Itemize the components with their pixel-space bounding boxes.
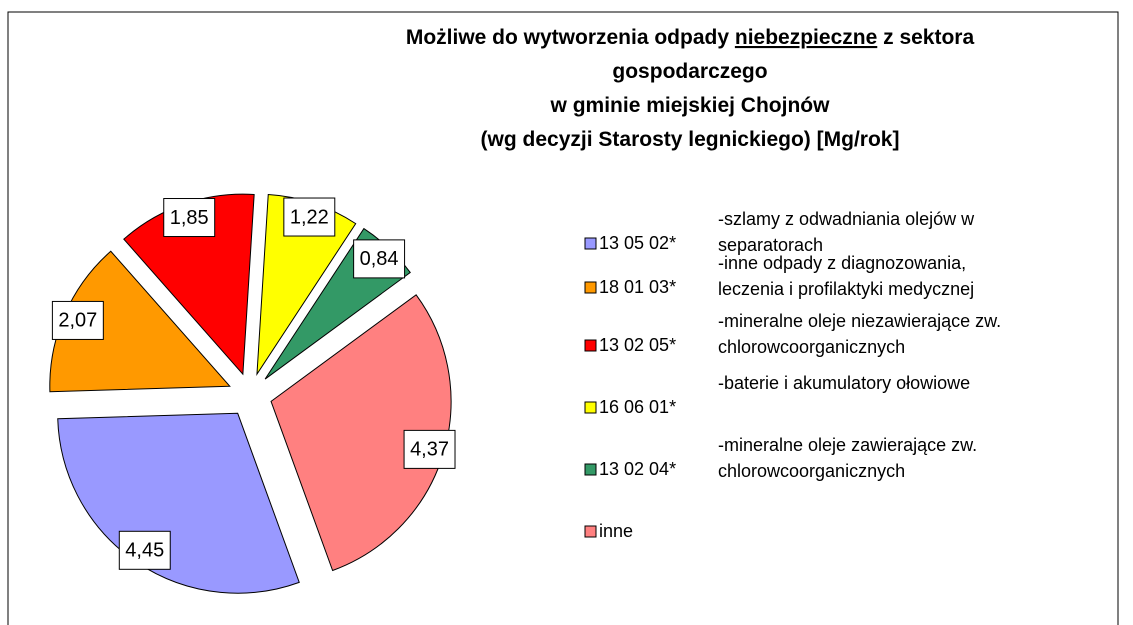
legend-description: chlorowcoorganicznych xyxy=(718,337,905,357)
legend-swatch xyxy=(584,281,597,294)
legend-description: chlorowcoorganicznych xyxy=(718,461,905,481)
legend-label: 13 05 02* xyxy=(599,233,676,253)
legend-swatch xyxy=(584,339,597,352)
chart-title: Możliwe do wytworzenia odpady niebezpiec… xyxy=(406,26,975,49)
legend-description: -szlamy z odwadniania olejów w xyxy=(718,209,975,229)
legend-description: -inne odpady z diagnozowania, xyxy=(718,253,966,273)
legend-swatch xyxy=(584,237,597,250)
title-part: Możliwe do wytworzenia odpady xyxy=(406,26,730,49)
legend-description: -mineralne oleje zawierające zw. xyxy=(718,435,977,455)
title-part: niebezpieczne xyxy=(735,26,877,49)
legend-label: 13 02 04* xyxy=(599,459,676,479)
data-label: 4,45 xyxy=(125,540,164,562)
legend-swatch xyxy=(584,401,597,414)
chart-title: (wg decyzji Starosty legnickiego) [Mg/ro… xyxy=(481,128,900,151)
data-label: 1,85 xyxy=(170,207,209,229)
legend-label: inne xyxy=(599,521,633,541)
legend-description: -baterie i akumulatory ołowiowe xyxy=(718,373,970,393)
data-label-box xyxy=(283,197,336,237)
data-label: 2,07 xyxy=(58,310,97,332)
pie-slice xyxy=(57,412,300,594)
chart-title: gospodarczego xyxy=(612,60,767,83)
legend-description: separatorach xyxy=(718,235,823,255)
data-label-box xyxy=(353,239,406,279)
data-label-box xyxy=(163,198,216,238)
data-label: 1,22 xyxy=(290,206,329,228)
legend-description: leczenia i profilaktyki medycznej xyxy=(718,279,974,299)
title-part: z sektora xyxy=(883,26,974,49)
legend-label: 16 06 01* xyxy=(599,397,676,417)
data-label: 4,37 xyxy=(410,439,449,461)
data-label-box xyxy=(403,429,456,469)
legend-swatch xyxy=(584,525,597,538)
data-label-box xyxy=(118,530,171,570)
legend-label: 13 02 05* xyxy=(599,335,676,355)
frame xyxy=(7,11,1119,625)
data-label: 0,84 xyxy=(360,248,399,270)
legend-swatch xyxy=(584,463,597,476)
data-label-box xyxy=(51,300,104,340)
legend-label: 18 01 03* xyxy=(599,277,676,297)
chart-title: w gminie miejskiej Chojnów xyxy=(550,94,831,117)
legend-description: -mineralne oleje niezawierające zw. xyxy=(718,311,1001,331)
